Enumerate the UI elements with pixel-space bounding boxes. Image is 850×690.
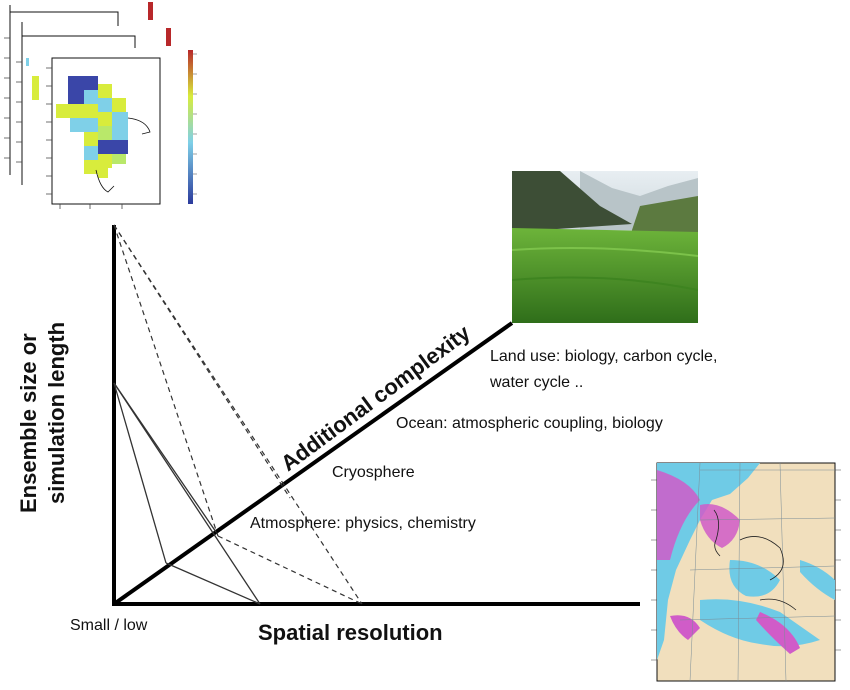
back-map-frame-2 <box>21 22 136 185</box>
europe-map <box>651 462 841 682</box>
vertical-axis-label-line1: Ensemble size or <box>16 333 41 513</box>
front-map-ticks <box>46 67 123 209</box>
back-map-cell <box>32 76 39 100</box>
layer-atmosphere: Atmosphere: physics, chemistry <box>250 515 476 532</box>
horizontal-axis-label: Spatial resolution <box>258 620 443 645</box>
landscape-photo <box>512 171 698 323</box>
front-map-coastline <box>95 117 151 193</box>
dashed-wireframe <box>113 224 363 605</box>
europe-map-ticks <box>651 469 841 661</box>
layer-land-use-line2: water cycle .. <box>489 374 583 391</box>
layer-land-use-line1: Land use: biology, carbon cycle, <box>490 348 717 365</box>
layer-cryosphere: Cryosphere <box>332 464 415 481</box>
colorbar-ticks <box>193 53 197 195</box>
back-tick-labels <box>4 37 22 163</box>
diagonal-axis-label: Additional complexity <box>276 320 475 477</box>
origin-label: Small / low <box>70 617 148 634</box>
back-colorbar-2 <box>166 28 171 46</box>
front-map-grid-cells <box>56 76 128 178</box>
back-map-cell-2 <box>26 58 29 66</box>
front-colorbar <box>188 50 193 204</box>
ensemble-maps-image <box>4 2 197 209</box>
solid-wireframe <box>113 382 261 605</box>
vertical-axis-label-line2: simulation length <box>44 322 69 504</box>
back-colorbar-1 <box>148 2 153 20</box>
back-map-frame-1 <box>9 5 119 175</box>
diagonal-axis <box>112 321 514 606</box>
layer-ocean: Ocean: atmospheric coupling, biology <box>396 415 663 432</box>
